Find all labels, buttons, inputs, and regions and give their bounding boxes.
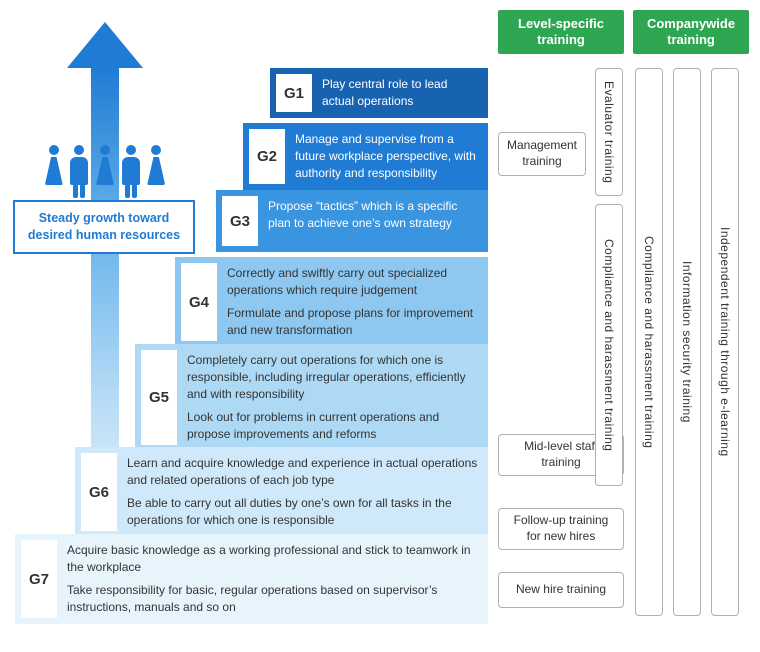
grade-row-g6: G6 Learn and acquire knowledge and experi…: [75, 447, 488, 537]
grade-badge: G5: [141, 350, 177, 445]
training-vbar-elearning: Independent training through e-learning: [711, 68, 739, 616]
training-vbar-compliance2: Compliance and harassment training: [635, 68, 663, 616]
grade-description-line: Acquire basic knowledge as a working pro…: [67, 542, 478, 576]
grade-description: Learn and acquire knowledge and experien…: [127, 447, 488, 537]
growth-arrow-zone: Steady growth toward desired human resou…: [5, 10, 195, 370]
grade-row-g1: G1 Play central role to lead actual opera…: [270, 68, 488, 118]
grade-description: Completely carry out operations for whic…: [187, 344, 488, 451]
training-vbar-compliance: Compliance and harassment training: [595, 204, 623, 486]
grade-description-line: Correctly and swiftly carry out speciali…: [227, 265, 478, 299]
training-box-mgmt: Management training: [498, 132, 586, 176]
grade-row-g2: G2Manage and supervise from a future wor…: [243, 123, 488, 190]
people-icon-group: [43, 105, 167, 185]
person-icon: [69, 145, 91, 185]
grade-row-g4: G4 Correctly and swiftly carry out specia…: [175, 257, 488, 347]
grade-row-g7: G7 Acquire basic knowledge as a working p…: [15, 534, 488, 624]
grade-description-line: Formulate and propose plans for improvem…: [227, 305, 478, 339]
grade-description-line: Learn and acquire knowledge and experien…: [127, 455, 478, 489]
grade-description: Propose “tactics” which is a specific pl…: [268, 190, 488, 252]
growth-caption: Steady growth toward desired human resou…: [13, 200, 195, 254]
grade-row-g3: G3 Propose “tactics” which is a specific …: [216, 190, 488, 252]
grade-row-g5: G5Completely carry out operations for wh…: [135, 344, 488, 451]
diagram-root: Steady growth toward desired human resou…: [5, 10, 750, 642]
grade-description: Play central role to lead actual operati…: [322, 68, 488, 118]
grade-description: Correctly and swiftly carry out speciali…: [227, 257, 488, 347]
grade-description: Manage and supervise from a future workp…: [295, 123, 488, 190]
training-vbar-evaluator: Evaluator training: [595, 68, 623, 196]
grade-badge: G7: [21, 540, 57, 618]
grade-badge: G2: [249, 129, 285, 184]
grade-description: Acquire basic knowledge as a working pro…: [67, 534, 488, 624]
person-icon: [94, 145, 116, 185]
training-box-newhire: New hire training: [498, 572, 624, 608]
training-vbar-infosec: Information security training: [673, 68, 701, 616]
grade-badge: G1: [276, 74, 312, 112]
grade-badge: G3: [222, 196, 258, 246]
person-icon: [43, 145, 65, 185]
arrow-head-icon: [67, 22, 143, 68]
grade-badge: G6: [81, 453, 117, 531]
grade-description-line: Completely carry out operations for whic…: [187, 352, 478, 403]
header-level-specific: Level-specific training: [498, 10, 624, 54]
grade-description-line: Be able to carry out all duties by one’s…: [127, 495, 478, 529]
person-icon: [120, 145, 142, 185]
grade-description-line: Take responsibility for basic, regular o…: [67, 582, 478, 616]
grade-badge: G4: [181, 263, 217, 341]
training-box-followup: Follow-up training for new hires: [498, 508, 624, 550]
grade-description-line: Play central role to lead actual operati…: [322, 76, 478, 110]
person-icon: [145, 145, 167, 185]
grade-description-line: Propose “tactics” which is a specific pl…: [268, 198, 478, 232]
grade-description-line: Look out for problems in current operati…: [187, 409, 478, 443]
header-companywide: Companywide training: [633, 10, 749, 54]
grade-description-line: Manage and supervise from a future workp…: [295, 131, 478, 182]
